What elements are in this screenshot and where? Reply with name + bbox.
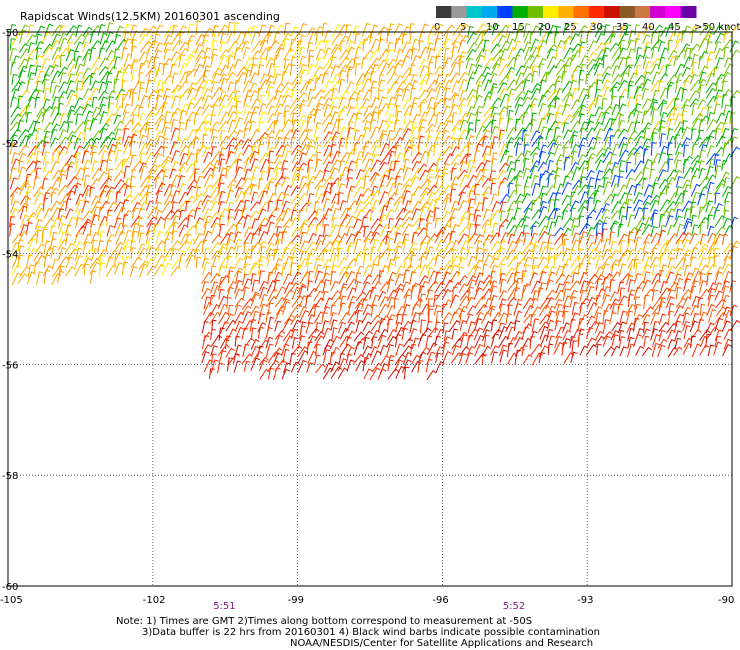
- longitude-tick-label: -90: [718, 595, 734, 606]
- color-scale-swatch: [573, 6, 590, 18]
- longitude-tick-label: -99: [288, 595, 304, 606]
- color-scale-swatch: [497, 6, 513, 18]
- latitude-tick-label: -56: [2, 360, 18, 371]
- color-scale-swatch: [604, 6, 621, 18]
- color-scale-swatch: [481, 6, 498, 18]
- longitude-tick-label: -93: [577, 595, 593, 606]
- longitude-tick-labels: -105 -102 -99 -96 -93 -90: [0, 595, 734, 606]
- color-scale-swatch: [512, 6, 529, 18]
- figure-title: Rapidscat Winds(12.5KM) 20160301 ascendi…: [20, 10, 280, 23]
- color-scale-swatch: [588, 6, 605, 18]
- longitude-tick-label: -102: [143, 595, 166, 606]
- color-scale-label: 0: [434, 22, 440, 33]
- time-labels: 5:51 5:52: [213, 601, 525, 612]
- color-scale-swatch: [665, 6, 682, 18]
- color-scale-swatch: [527, 6, 544, 18]
- note-line-2: 3)Data buffer is 22 hrs from 20160301 4)…: [142, 627, 600, 638]
- color-scale-swatch: [558, 6, 575, 18]
- longitude-tick-label: -96: [432, 595, 448, 606]
- color-scale-label: 20: [538, 22, 551, 33]
- color-scale-swatch: [634, 6, 651, 18]
- longitude-tick-label: -105: [0, 595, 23, 606]
- latitude-tick-label: -60: [2, 582, 18, 593]
- color-scale-swatch: [619, 6, 636, 18]
- map-graticule: [8, 32, 732, 586]
- latitude-tick-label: -50: [2, 28, 18, 39]
- time-label: 5:52: [503, 601, 525, 612]
- wind-barb-field: [9, 20, 740, 381]
- color-scale-label: 25: [564, 22, 577, 33]
- latitude-tick-label: -58: [2, 471, 18, 482]
- time-label: 5:51: [213, 601, 235, 612]
- note-line-3: NOAA/NESDIS/Center for Satellite Applica…: [290, 638, 593, 649]
- color-scale-label: 30: [590, 22, 603, 33]
- note-line-1: Note: 1) Times are GMT 2)Times along bot…: [116, 616, 532, 627]
- color-scale-label: >50 knots: [694, 22, 740, 33]
- color-scale-swatch: [650, 6, 666, 18]
- latitude-tick-labels: -50 -52 -54 -56 -58 -60: [2, 28, 18, 593]
- color-scale-swatch: [451, 6, 468, 18]
- map-frame: [7, 31, 733, 587]
- latitude-tick-label: -54: [2, 250, 18, 261]
- color-scale-swatch: [680, 6, 697, 18]
- color-scale-label: 45: [668, 22, 681, 33]
- latitude-tick-label: -52: [2, 139, 18, 150]
- color-scale-swatch: [543, 6, 559, 18]
- color-scale-swatch: [466, 6, 483, 18]
- color-scale-swatch: [436, 6, 452, 18]
